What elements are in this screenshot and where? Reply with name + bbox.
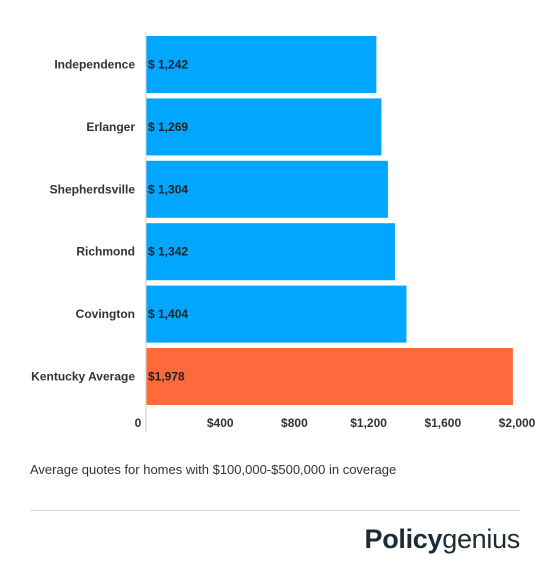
value-label-independence: $ 1,242 [148, 58, 188, 72]
x-tick-label-800: $800 [281, 416, 308, 430]
logo-text-light: genius [442, 524, 520, 554]
bar-erlanger [146, 98, 382, 156]
category-label-covington: Covington [76, 307, 135, 321]
value-label-kentucky-average: $1,978 [148, 370, 185, 384]
category-label-erlanger: Erlanger [86, 120, 135, 134]
x-tick-label-0: 0 [135, 416, 142, 430]
bar-covington [146, 285, 407, 343]
x-axis-ticks: 0 $400 $800 $1,200 $1,600 $2,000 [135, 32, 536, 432]
bar-shepherdsville [146, 160, 388, 218]
logo-text-bold: Policy [364, 524, 443, 554]
x-tick-label-400: $400 [207, 416, 234, 430]
value-labels: $ 1,242 $ 1,269 $ 1,304 $ 1,342 $ 1,404 $1,97… [148, 58, 188, 384]
value-label-richmond: $ 1,342 [148, 245, 188, 259]
x-tick-label-2-000: $2,000 [499, 416, 536, 430]
category-label-kentucky-average: Kentucky Average [31, 370, 135, 384]
divider [30, 510, 520, 511]
category-label-shepherdsville: Shepherdsville [50, 182, 136, 196]
value-label-erlanger: $ 1,269 [148, 120, 188, 134]
value-label-shepherdsville: $ 1,304 [148, 182, 188, 196]
x-tick-label-1-200: $1,200 [350, 416, 387, 430]
value-label-covington: $ 1,404 [148, 307, 188, 321]
category-label-independence: Independence [54, 58, 135, 72]
category-labels: Independence Erlanger Shepherdsville Richmo… [31, 58, 135, 384]
chart-caption: Average quotes for homes with $100,000-$… [30, 462, 397, 477]
x-tick-label-1-600: $1,600 [424, 416, 461, 430]
category-label-richmond: Richmond [76, 245, 135, 259]
bar-kentucky-average [146, 348, 513, 405]
bar-richmond [146, 223, 395, 281]
bar-chart: Independence Erlanger Shepherdsville Richmo… [31, 32, 536, 432]
bars-group [146, 36, 513, 405]
policygenius-logo: Policygenius [364, 524, 520, 555]
bar-independence [146, 36, 377, 93]
